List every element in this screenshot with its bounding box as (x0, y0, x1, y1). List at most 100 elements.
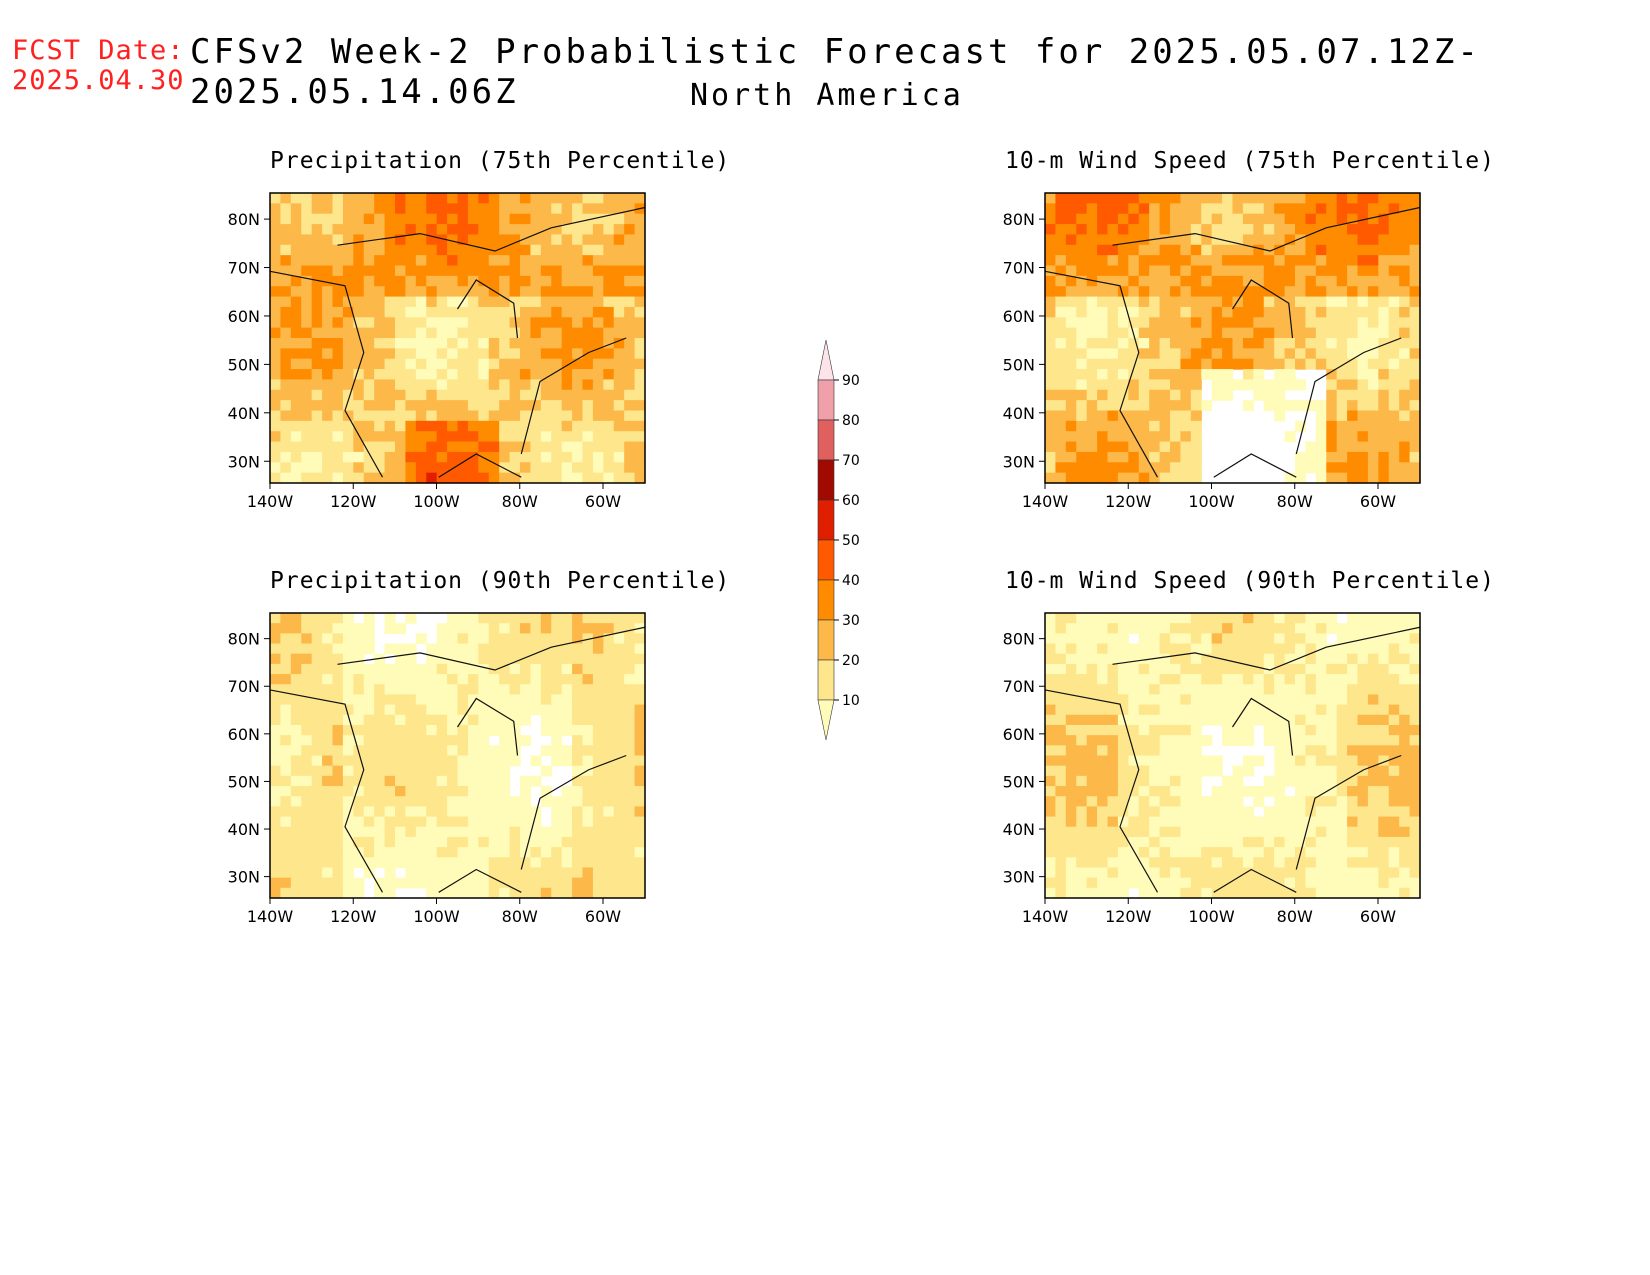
field-cell (322, 462, 334, 474)
field-cell (603, 826, 615, 838)
field-cell (405, 806, 417, 818)
field-cell (1284, 400, 1296, 412)
field-cell (1378, 623, 1390, 634)
field-cell (1190, 653, 1202, 665)
field-cell (1117, 431, 1129, 443)
field-cell (613, 633, 625, 645)
field-cell (561, 816, 573, 828)
field-cell (1097, 265, 1109, 277)
field-cell (270, 338, 282, 349)
field-cell (1149, 244, 1161, 256)
field-cell (1409, 663, 1421, 675)
field-cell (509, 472, 521, 484)
field-cell (1232, 203, 1244, 215)
field-cell (499, 317, 511, 329)
field-cell (1045, 857, 1057, 869)
field-cell (342, 714, 354, 726)
field-cell (1045, 203, 1057, 215)
field-cell (1295, 877, 1307, 889)
field-cell (1274, 867, 1286, 879)
field-cell (436, 684, 448, 696)
field-cell (499, 796, 511, 807)
field-cell (1326, 327, 1338, 339)
field-cell (1076, 431, 1088, 443)
field-cell (1170, 826, 1182, 838)
field-cell (1076, 613, 1088, 624)
field-cell (395, 755, 407, 767)
field-cell (1159, 806, 1171, 818)
field-cell (1409, 327, 1421, 339)
field-cell (415, 765, 427, 777)
field-cell (395, 389, 407, 401)
field-cell (1357, 887, 1369, 899)
field-cell (1305, 193, 1317, 204)
field-cell (1357, 234, 1369, 246)
field-cell (1055, 431, 1067, 443)
field-cell (1128, 816, 1140, 828)
field-cell (520, 244, 532, 256)
field-cell (1170, 653, 1182, 665)
field-cell (488, 296, 500, 308)
field-cell (1274, 816, 1286, 828)
field-cell (1211, 643, 1223, 655)
field-cell (1326, 306, 1338, 318)
field-cell (1263, 806, 1275, 818)
field-cell (551, 684, 563, 696)
field-cell (1065, 877, 1077, 889)
field-cell (624, 826, 636, 838)
field-cell (363, 275, 375, 287)
field-cell (405, 389, 417, 401)
field-cell (1190, 275, 1202, 287)
field-cell (395, 796, 407, 807)
field-cell (634, 379, 646, 391)
field-cell (1263, 633, 1275, 645)
field-cell (1274, 836, 1286, 848)
field-cell (290, 286, 302, 298)
field-cell (572, 694, 584, 706)
field-cell (1409, 296, 1421, 308)
field-cell (1367, 275, 1379, 287)
field-cell (1378, 441, 1390, 453)
field-cell (1378, 745, 1390, 757)
field-cell (395, 704, 407, 716)
field-cell (1159, 369, 1171, 381)
field-cell (478, 816, 490, 828)
field-cell (499, 877, 511, 889)
field-cell (1117, 296, 1129, 308)
field-cell (311, 255, 323, 267)
field-cell (1097, 663, 1109, 675)
field-cell (613, 358, 625, 370)
field-cell (1107, 796, 1119, 807)
field-cell (540, 836, 552, 848)
field-cell (467, 714, 479, 726)
field-cell (270, 877, 282, 889)
field-cell (1180, 724, 1192, 736)
field-cell (363, 317, 375, 329)
field-cell (1326, 826, 1338, 838)
field-cell (1409, 714, 1421, 726)
field-cell (1315, 633, 1327, 645)
field-cell (499, 623, 511, 634)
field-cell (1107, 193, 1119, 204)
field-cell (467, 213, 479, 225)
field-cell (603, 451, 615, 463)
field-cell (1347, 213, 1359, 225)
field-cell (447, 213, 459, 225)
field-cell (332, 857, 344, 869)
field-cell (592, 244, 604, 256)
field-cell (1263, 338, 1275, 349)
field-cell (1045, 735, 1057, 746)
field-cell (1159, 714, 1171, 726)
field-cell (363, 704, 375, 716)
field-cell (1180, 674, 1192, 685)
field-cell (530, 623, 542, 634)
field-cell (1253, 643, 1265, 655)
field-cell (1232, 714, 1244, 726)
field-cell (322, 765, 334, 777)
lon-label: 80W (1277, 907, 1313, 926)
field-cell (592, 735, 604, 746)
field-cell (1170, 348, 1182, 360)
field-cell (436, 348, 448, 360)
field-cell (332, 358, 344, 370)
legend-swatch (817, 619, 835, 661)
